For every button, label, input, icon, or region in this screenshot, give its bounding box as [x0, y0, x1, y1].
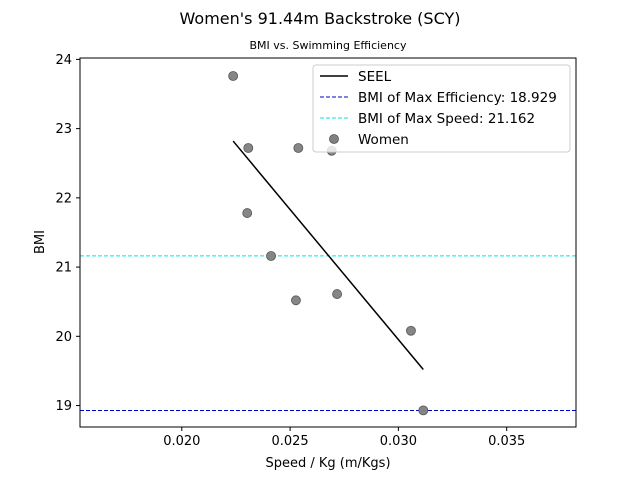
chart-subtitle: BMI vs. Swimming Efficiency	[250, 39, 407, 52]
y-axis-label: BMI	[33, 230, 48, 254]
x-axis: 0.020 0.025 0.030 0.035	[163, 427, 525, 449]
legend-box	[312, 64, 571, 153]
y-tick-label: 21	[55, 261, 72, 276]
data-point	[293, 143, 304, 153]
x-tick-label: 0.025	[271, 434, 308, 449]
x-tick-label: 0.020	[163, 434, 200, 449]
legend-marker	[329, 134, 339, 144]
y-axis: 19 20 21 22 23 24	[55, 53, 80, 414]
y-tick-label: 19	[55, 399, 72, 414]
data-point	[332, 289, 342, 299]
legend-label: BMI of Max Efficiency: 18.929	[358, 90, 557, 106]
data-point	[242, 208, 253, 218]
y-tick-label: 20	[55, 330, 72, 345]
plot-frame	[79, 57, 577, 428]
y-tick-label: 22	[55, 191, 72, 206]
x-tick-label: 0.035	[488, 434, 525, 449]
data-point	[243, 143, 254, 153]
legend: SEEL BMI of Max Efficiency: 18.929 BMI of …	[312, 64, 571, 153]
legend-label: SEEL	[358, 69, 392, 85]
x-tick-label: 0.030	[380, 434, 417, 449]
y-tick-label: 23	[55, 122, 72, 137]
data-point	[266, 251, 276, 261]
legend-label: BMI of Max Speed: 21.162	[358, 111, 535, 127]
data-point	[406, 325, 416, 336]
legend-label: Women	[358, 132, 409, 148]
data-point	[418, 405, 429, 416]
chart-title: Women's 91.44m Backstroke (SCY)	[180, 9, 461, 28]
data-point	[291, 295, 301, 306]
seel-line	[232, 140, 424, 371]
y-tick-label: 24	[55, 53, 72, 68]
data-point	[228, 71, 239, 81]
legend-entries: SEEL BMI of Max Efficiency: 18.929 BMI of …	[320, 69, 557, 148]
x-axis-label: Speed / Kg (m/Kgs)	[265, 456, 390, 471]
